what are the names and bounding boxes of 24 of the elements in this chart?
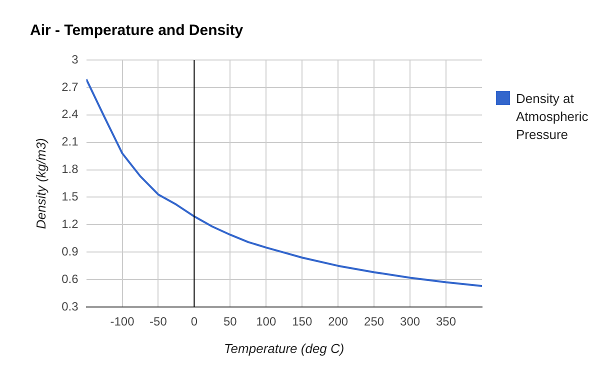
y-tick-label: 2.7 <box>62 80 79 94</box>
y-tick-label: 1.8 <box>62 162 79 176</box>
legend-label: Density at Atmospheric Pressure <box>516 90 590 144</box>
x-tick-label: 200 <box>328 314 348 329</box>
x-tick-label: 350 <box>436 314 456 329</box>
x-tick-label: 100 <box>256 314 276 329</box>
y-tick-label: 2.4 <box>62 107 79 122</box>
y-tick-label: 3 <box>72 52 79 66</box>
x-axis-title: Temperature (deg C) <box>224 340 344 356</box>
y-tick-label: 0.6 <box>62 272 79 286</box>
x-tick-label: 300 <box>400 314 420 329</box>
chart-title: Air - Temperature and Density <box>30 22 244 40</box>
x-tick-label: -50 <box>150 314 168 329</box>
y-tick-label: 2.1 <box>62 134 79 149</box>
y-tick-label: 0.9 <box>62 244 79 258</box>
y-tick-label: 1.2 <box>62 216 79 231</box>
x-tick-label: 0 <box>190 314 198 329</box>
y-tick-label: 0.3 <box>62 299 79 314</box>
x-tick-label: 50 <box>224 314 238 329</box>
x-tick-label: 150 <box>292 314 312 329</box>
y-tick-label: 1.5 <box>62 190 79 204</box>
x-tick-label: -100 <box>110 314 135 329</box>
y-axis-title: Density (kg/m3) <box>33 138 48 230</box>
x-tick-label: 250 <box>364 314 384 329</box>
